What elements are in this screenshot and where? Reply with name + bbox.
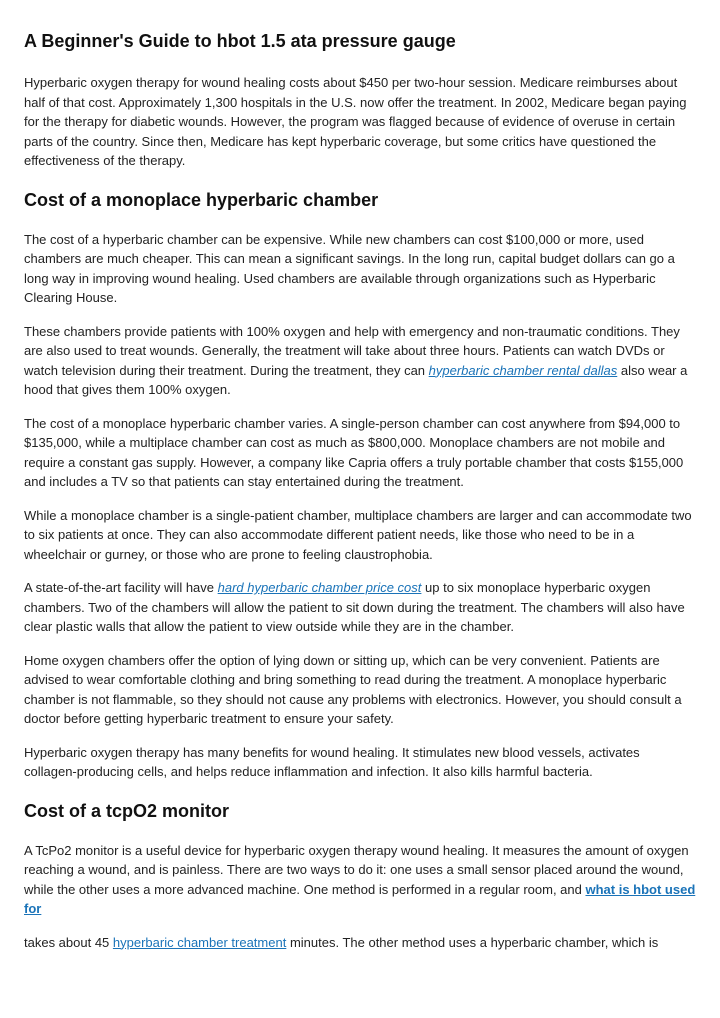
intro-paragraph: Hyperbaric oxygen therapy for wound heal… (24, 73, 696, 171)
paragraph: A TcPo2 monitor is a useful device for h… (24, 841, 696, 919)
paragraph: The cost of a hyperbaric chamber can be … (24, 230, 696, 308)
page-title: A Beginner's Guide to hbot 1.5 ata press… (24, 28, 696, 55)
section-heading-cost-tcpo2: Cost of a tcpO2 monitor (24, 798, 696, 825)
text-run: takes about 45 (24, 935, 113, 950)
link-hard-hyperbaric-price[interactable]: hard hyperbaric chamber price cost (218, 580, 422, 595)
link-hyperbaric-rental-dallas[interactable]: hyperbaric chamber rental dallas (429, 363, 618, 378)
text-run: A state-of-the-art facility will have (24, 580, 218, 595)
paragraph: A state-of-the-art facility will have ha… (24, 578, 696, 637)
paragraph: While a monoplace chamber is a single-pa… (24, 506, 696, 565)
paragraph: takes about 45 hyperbaric chamber treatm… (24, 933, 696, 953)
paragraph: The cost of a monoplace hyperbaric chamb… (24, 414, 696, 492)
link-hyperbaric-treatment[interactable]: hyperbaric chamber treatment (113, 935, 286, 950)
paragraph: Hyperbaric oxygen therapy has many benef… (24, 743, 696, 782)
section-heading-cost-monoplace: Cost of a monoplace hyperbaric chamber (24, 187, 696, 214)
paragraph: Home oxygen chambers offer the option of… (24, 651, 696, 729)
paragraph: These chambers provide patients with 100… (24, 322, 696, 400)
text-run: minutes. The other method uses a hyperba… (286, 935, 658, 950)
